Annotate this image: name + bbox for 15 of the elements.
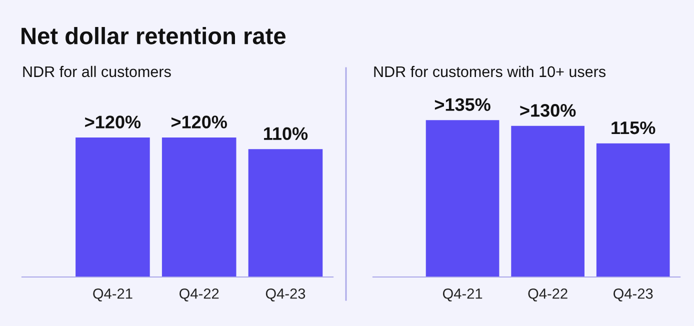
data-label: >120% bbox=[85, 116, 141, 128]
chart-title: Net dollar retention rate bbox=[22, 26, 286, 44]
x-tick-label: Q4-23 bbox=[266, 288, 306, 302]
data-label: 110% bbox=[264, 127, 308, 140]
data-label: 115% bbox=[612, 121, 656, 134]
data-label: >135% bbox=[434, 98, 490, 112]
x-tick-label: Q4-21 bbox=[93, 288, 132, 302]
chart-title: NDR for customers with 10+ users bbox=[374, 66, 606, 78]
chart-subtitle: NDR for all customers bbox=[23, 66, 171, 78]
x-tick-label: Q4-23 bbox=[614, 288, 653, 302]
data-label: >130% bbox=[520, 104, 576, 117]
data-label: >120% bbox=[171, 116, 227, 128]
x-tick-label: Q4-22 bbox=[180, 288, 219, 302]
x-tick-label: Q4-22 bbox=[528, 288, 568, 302]
x-tick-label: Q4-21 bbox=[442, 288, 482, 302]
